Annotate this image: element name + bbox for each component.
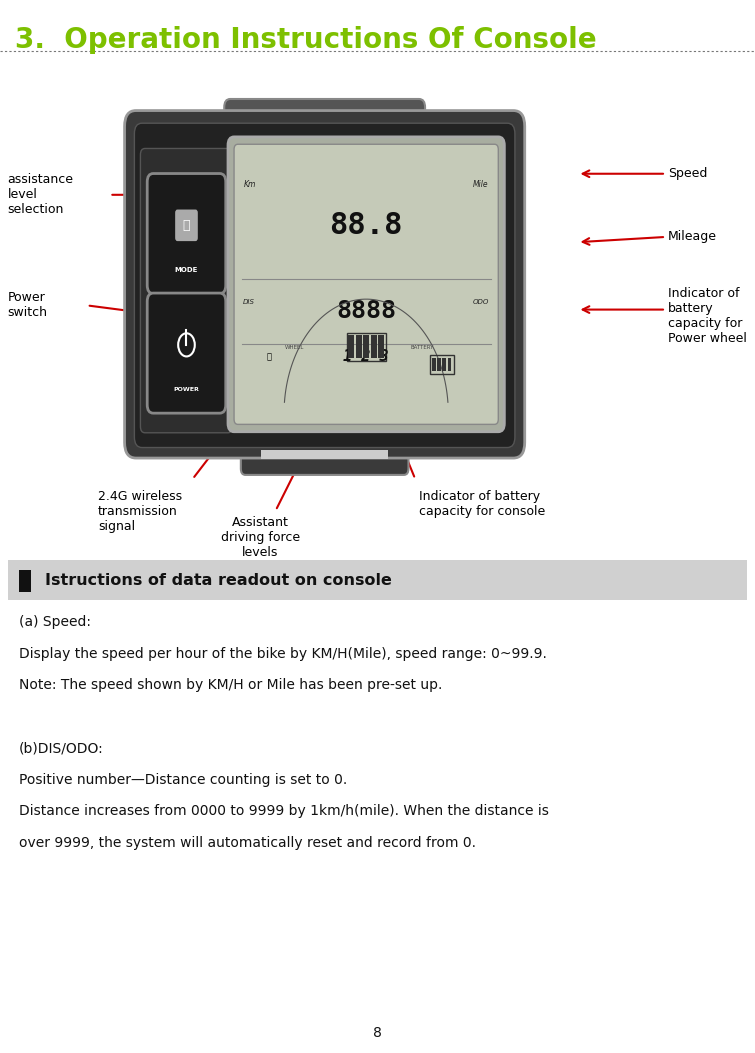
Text: Indicator of
battery
capacity for
Power wheel: Indicator of battery capacity for Power … — [668, 286, 747, 345]
Text: 📶: 📶 — [266, 352, 271, 361]
Bar — [432, 358, 436, 371]
Text: Display the speed per hour of the bike by KM/H(Mile), speed range: 0~99.9.: Display the speed per hour of the bike b… — [19, 647, 547, 660]
Text: Distance increases from 0000 to 9999 by 1km/h(mile). When the distance is: Distance increases from 0000 to 9999 by … — [19, 804, 549, 818]
Bar — [261, 450, 388, 459]
FancyBboxPatch shape — [147, 293, 226, 413]
Text: over 9999, the system will automatically reset and record from 0.: over 9999, the system will automatically… — [19, 836, 476, 850]
Text: BATTERY: BATTERY — [411, 345, 434, 351]
FancyBboxPatch shape — [175, 210, 198, 241]
FancyBboxPatch shape — [147, 174, 226, 294]
Text: Istructions of data readout on console: Istructions of data readout on console — [45, 573, 392, 588]
Bar — [448, 358, 451, 371]
Bar — [378, 335, 384, 358]
Bar — [8, 560, 747, 600]
FancyBboxPatch shape — [140, 148, 233, 433]
Bar — [347, 333, 386, 360]
FancyBboxPatch shape — [234, 144, 498, 424]
Text: Assistant
driving force
levels: Assistant driving force levels — [221, 516, 300, 559]
Text: Indicator of battery
capacity for console: Indicator of battery capacity for consol… — [419, 490, 545, 518]
Text: 8888: 8888 — [336, 299, 396, 323]
Text: ODO: ODO — [473, 299, 489, 304]
FancyBboxPatch shape — [224, 99, 425, 145]
Text: WHEEL: WHEEL — [285, 345, 304, 351]
Text: 1 2 3: 1 2 3 — [344, 349, 389, 364]
Text: (a) Speed:: (a) Speed: — [19, 615, 91, 629]
Text: Note: The speed shown by KM/H or Mile has been pre-set up.: Note: The speed shown by KM/H or Mile ha… — [19, 678, 442, 692]
Text: ✊: ✊ — [183, 219, 190, 232]
Text: POWER: POWER — [174, 386, 199, 392]
Text: Mileage: Mileage — [668, 231, 717, 243]
Bar — [442, 358, 446, 371]
Bar — [363, 335, 369, 358]
FancyBboxPatch shape — [125, 111, 525, 458]
Bar — [437, 358, 441, 371]
Bar — [371, 335, 377, 358]
FancyBboxPatch shape — [241, 431, 408, 475]
Text: Km: Km — [244, 180, 256, 190]
FancyBboxPatch shape — [134, 123, 515, 448]
Text: 8: 8 — [373, 1027, 382, 1040]
Text: Mile: Mile — [473, 180, 488, 190]
FancyBboxPatch shape — [228, 137, 504, 432]
Bar — [356, 335, 362, 358]
Text: Positive number—Distance counting is set to 0.: Positive number—Distance counting is set… — [19, 773, 347, 787]
Text: 88.8: 88.8 — [329, 211, 403, 239]
Text: 3.  Operation Instructions Of Console: 3. Operation Instructions Of Console — [15, 26, 596, 55]
Bar — [348, 335, 354, 358]
Text: DIS: DIS — [243, 299, 255, 304]
Text: MODE: MODE — [175, 266, 198, 273]
Text: 2.4G wireless
transmission
signal: 2.4G wireless transmission signal — [98, 490, 182, 533]
Text: Power
switch: Power switch — [8, 292, 48, 319]
Text: assistance
level
selection: assistance level selection — [8, 174, 73, 216]
Text: Speed: Speed — [668, 167, 707, 180]
Bar — [19, 570, 31, 592]
Text: (b)DIS/ODO:: (b)DIS/ODO: — [19, 741, 103, 755]
